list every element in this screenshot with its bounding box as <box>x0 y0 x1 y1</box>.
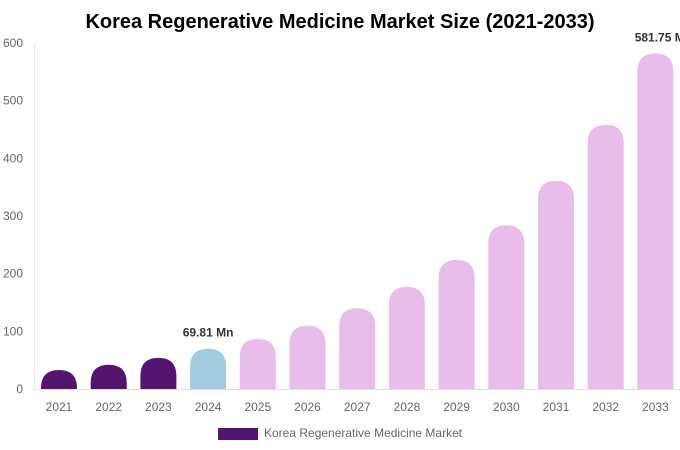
bar-2024 <box>190 348 227 389</box>
x-tick-label: 2028 <box>394 400 421 414</box>
x-tick-label: 2024 <box>195 400 222 414</box>
x-tick-label: 2027 <box>344 400 371 414</box>
bar-2025 <box>239 338 276 389</box>
chart-title: Korea Regenerative Medicine Market Size … <box>85 11 594 33</box>
legend-swatch <box>218 428 258 440</box>
x-tick-label: 2031 <box>543 400 570 414</box>
data-label-2024: 69.81 Mn <box>183 326 234 340</box>
y-tick-label: 200 <box>3 267 23 281</box>
bar-2032 <box>587 124 624 390</box>
y-tick-label: 400 <box>3 151 23 165</box>
bar-2026 <box>289 325 326 389</box>
data-label-2033: 581.75 Mn <box>635 31 680 45</box>
x-tick-label: 2030 <box>493 400 520 414</box>
x-tick-label: 2023 <box>145 400 172 414</box>
legend-label: Korea Regenerative Medicine Market <box>264 426 463 440</box>
bar-2033 <box>637 53 674 389</box>
y-tick-label: 300 <box>3 209 23 223</box>
x-tick-label: 2021 <box>46 400 73 414</box>
x-tick-label: 2022 <box>95 400 122 414</box>
bar-2029 <box>438 259 475 389</box>
bar-2028 <box>388 286 425 389</box>
x-tick-label: 2032 <box>592 400 619 414</box>
y-tick-label: 100 <box>3 324 23 338</box>
bar-2023 <box>140 357 177 389</box>
bar-2030 <box>488 225 525 389</box>
legend: Korea Regenerative Medicine Market <box>218 426 463 440</box>
y-tick-label: 500 <box>3 94 23 108</box>
x-tick-label: 2033 <box>642 400 669 414</box>
bar-2031 <box>538 180 574 389</box>
bar-2022 <box>90 364 127 389</box>
x-tick-label: 2026 <box>294 400 321 414</box>
y-tick-label: 0 <box>16 382 23 396</box>
x-tick-label: 2029 <box>443 400 470 414</box>
y-tick-label: 600 <box>3 36 23 50</box>
bar-2021 <box>41 369 77 389</box>
bar-2027 <box>339 308 376 389</box>
x-tick-label: 2025 <box>244 400 271 414</box>
